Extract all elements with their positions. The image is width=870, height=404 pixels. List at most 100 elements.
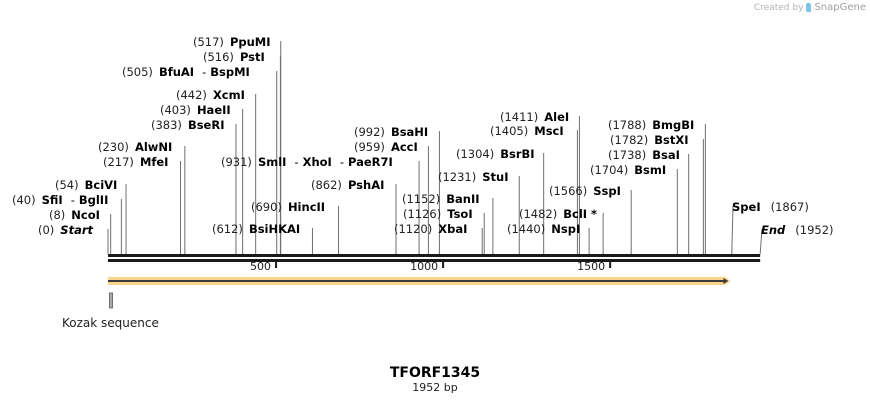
site-position: (931) <box>221 155 252 169</box>
isoschizomer-separator: - <box>294 155 299 169</box>
site-label-xbai[interactable]: (1120) XbaI <box>394 222 467 236</box>
site-label-bmgbi[interactable]: (1788) BmgBI <box>608 118 694 132</box>
enzyme-name: BsrBI <box>500 147 535 161</box>
site-position: (1738) <box>608 148 647 162</box>
site-label-bcivi[interactable]: (54) BciVI <box>55 178 117 192</box>
enzyme-name: MfeI <box>139 155 169 169</box>
enzyme-name: XhoI <box>302 155 332 169</box>
site-position: (1482) <box>519 207 558 221</box>
site-position: (54) <box>55 178 79 192</box>
enzyme-name: BspMI <box>210 65 250 79</box>
site-label-tsoi[interactable]: (1126) TsoI <box>403 207 473 221</box>
site-label-bsrbi[interactable]: (1304) BsrBI <box>456 147 535 161</box>
site-label-smli[interactable]: (931) SmlI - XhoI - PaeR7I <box>221 155 393 169</box>
enzyme-name: BclI * <box>563 207 598 221</box>
site-position: (992) <box>354 125 385 139</box>
enzyme-name: SfiI <box>41 193 63 207</box>
orf-arrow-tip <box>723 278 729 284</box>
site-position: (959) <box>354 140 385 154</box>
site-position: (1231) <box>438 170 477 184</box>
site-label-stui[interactable]: (1231) StuI <box>438 170 509 184</box>
enzyme-name: BsmI <box>634 163 667 177</box>
kozak-sequence-box[interactable] <box>109 292 113 309</box>
site-label-haeii[interactable]: (403) HaeII <box>160 103 231 117</box>
site-position: (383) <box>151 118 182 132</box>
enzyme-name: BseRI <box>187 118 225 132</box>
site-position: (217) <box>103 155 134 169</box>
snapgene-logo-icon <box>806 3 812 12</box>
construct-name: TFORF1345 <box>389 365 481 381</box>
enzyme-name: BanII <box>446 192 480 206</box>
axis-tick-1000 <box>442 262 445 268</box>
enzyme-name: BglII <box>78 193 109 207</box>
site-label-end[interactable]: End (1952) <box>761 223 834 237</box>
site-label-hincii[interactable]: (690) HincII <box>251 200 325 214</box>
site-position: (1120) <box>394 222 433 236</box>
site-label-bsahi[interactable]: (992) BsaHI <box>354 125 428 139</box>
credit-brand: SnapGene <box>814 2 866 13</box>
isoschizomer-separator: - <box>70 193 75 207</box>
site-label-acci[interactable]: (959) AccI <box>354 140 418 154</box>
site-position: (40) <box>12 193 36 207</box>
enzyme-name: NspI <box>551 222 581 236</box>
site-label-pshai[interactable]: (862) PshAI <box>311 178 384 192</box>
enzyme-name: SpeI <box>732 200 761 214</box>
site-label-mfei[interactable]: (217) MfeI <box>103 155 168 169</box>
backbone-bottom-strand <box>108 259 761 262</box>
enzyme-name: PpuMI <box>229 35 271 49</box>
site-position: (1867) <box>770 200 809 214</box>
site-line <box>731 205 734 255</box>
site-label-bstxi[interactable]: (1782) BstXI <box>610 133 689 147</box>
site-label-bsai[interactable]: (1738) BsaI <box>608 148 680 162</box>
site-label-ncoi[interactable]: (8) NcoI <box>49 208 100 222</box>
site-position: (442) <box>176 88 207 102</box>
site-label-bsmi[interactable]: (1704) BsmI <box>590 163 666 177</box>
enzyme-name: PstI <box>239 50 265 64</box>
enzyme-name: AlwNI <box>134 140 173 154</box>
site-label-psti[interactable]: (516) PstI <box>203 50 265 64</box>
site-label-spei[interactable]: SpeI (1867) <box>732 200 809 214</box>
site-label-nspi[interactable]: (1440) NspI <box>507 222 580 236</box>
site-label-sspi[interactable]: (1566) SspI <box>549 184 621 198</box>
axis-tick-1500 <box>609 262 612 268</box>
site-label-msci[interactable]: (1405) MscI <box>490 124 564 138</box>
backbone-top-strand <box>108 254 761 257</box>
site-label-start[interactable]: (0) Start <box>38 223 93 237</box>
kozak-sequence-label[interactable]: Kozak sequence <box>62 316 159 330</box>
site-position: (8) <box>49 208 66 222</box>
axis-tick-500 <box>275 262 278 268</box>
site-label-ppumi[interactable]: (517) PpuMI <box>193 35 271 49</box>
enzyme-name: MscI <box>534 124 564 138</box>
site-position: (403) <box>160 103 191 117</box>
enzyme-name: StuI <box>482 170 509 184</box>
site-position: (1782) <box>610 133 649 147</box>
enzyme-name: HincII <box>287 200 326 214</box>
site-label-xcmi[interactable]: (442) XcmI <box>176 88 245 102</box>
site-label-bcli[interactable]: (1482) BclI * <box>519 207 597 221</box>
enzyme-name: Start <box>60 223 94 237</box>
site-position: (230) <box>98 140 129 154</box>
site-line <box>759 228 763 255</box>
snapgene-credit: Created by SnapGene <box>754 2 866 13</box>
site-label-alwni[interactable]: (230) AlwNI <box>98 140 172 154</box>
enzyme-name: AccI <box>390 140 418 154</box>
site-position: (1566) <box>549 184 588 198</box>
site-position: (1788) <box>608 118 647 132</box>
site-position: (1405) <box>490 124 529 138</box>
enzyme-name: XcmI <box>212 88 245 102</box>
credit-prefix: Created by <box>753 2 804 13</box>
site-label-banii[interactable]: (1152) BanII <box>402 192 480 206</box>
enzyme-name: BciVI <box>84 178 118 192</box>
site-position: (1440) <box>507 222 546 236</box>
enzyme-name: End <box>761 223 786 237</box>
enzyme-name: BmgBI <box>652 118 695 132</box>
axis-tick-label: 500 <box>250 260 272 273</box>
site-label-alei[interactable]: (1411) AleI <box>500 110 569 124</box>
site-label-sfii[interactable]: (40) SfiI - BglII <box>12 193 108 207</box>
enzyme-name: TsoI <box>447 207 473 221</box>
construct-length: 1952 bp <box>412 381 458 394</box>
site-label-bseri[interactable]: (383) BseRI <box>151 118 224 132</box>
site-label-bsihkai[interactable]: (612) BsiHKAI <box>212 222 300 236</box>
site-label-bfuai[interactable]: (505) BfuAI - BspMI <box>122 65 250 79</box>
